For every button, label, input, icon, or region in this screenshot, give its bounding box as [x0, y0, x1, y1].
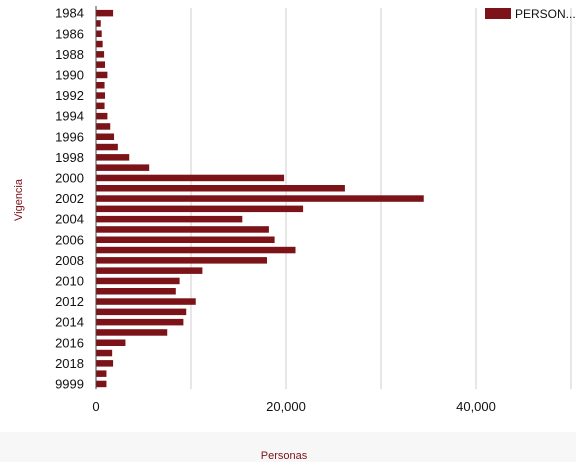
- y-tick-2004: 2004: [55, 212, 84, 227]
- bar-2013[interactable]: [96, 308, 187, 316]
- y-tick-1992: 1992: [55, 88, 84, 103]
- y-tick-2018: 2018: [55, 356, 84, 371]
- bar-1999[interactable]: [96, 164, 150, 171]
- bar-2016[interactable]: [96, 339, 126, 347]
- bar-1988[interactable]: [96, 51, 105, 58]
- y-tick-1986: 1986: [55, 26, 84, 41]
- bar-1987[interactable]: [96, 40, 103, 48]
- y-tick-1994: 1994: [55, 109, 84, 124]
- bar-2014[interactable]: [96, 318, 184, 326]
- bar-1994[interactable]: [96, 112, 108, 120]
- bar-1984[interactable]: [96, 9, 114, 17]
- bar-1996[interactable]: [96, 133, 115, 141]
- bar-2010[interactable]: [96, 277, 180, 285]
- y-tick-2016: 2016: [55, 335, 84, 350]
- bars: [96, 9, 424, 388]
- bar-2009[interactable]: [96, 267, 203, 274]
- bar-2003[interactable]: [96, 205, 304, 213]
- y-tick-2012: 2012: [55, 294, 84, 309]
- bar-1985[interactable]: [96, 20, 101, 27]
- bar-1990[interactable]: [96, 71, 108, 79]
- bar-1989[interactable]: [96, 61, 106, 68]
- bar-2006[interactable]: [96, 236, 275, 244]
- y-axis-title: Vigencia: [13, 178, 25, 221]
- bar-2007[interactable]: [96, 246, 296, 254]
- legend-label: PERSON...: [515, 7, 576, 21]
- x-tick-2: 40,000: [456, 399, 496, 414]
- y-tick-1984: 1984: [55, 6, 84, 21]
- bar-1997[interactable]: [96, 143, 118, 151]
- legend-swatch: [485, 8, 511, 19]
- x-tick-1: 20,000: [266, 399, 306, 414]
- x-tick-0: 0: [92, 399, 99, 414]
- bar-2018[interactable]: [96, 360, 114, 367]
- bar-2002[interactable]: [96, 195, 424, 202]
- y-tick-1996: 1996: [55, 129, 84, 144]
- bar-1995[interactable]: [96, 123, 111, 130]
- y-tick-2000: 2000: [55, 170, 84, 185]
- bar-2001[interactable]: [96, 185, 345, 192]
- bar-9999[interactable]: [96, 380, 107, 388]
- y-tick-1998: 1998: [55, 150, 84, 165]
- y-tick-2008: 2008: [55, 253, 84, 268]
- x-tick-labels: 0 20,000 40,000: [92, 399, 496, 414]
- bar-2000[interactable]: [96, 174, 285, 182]
- bar-2019[interactable]: [96, 370, 107, 377]
- y-tick-2010: 2010: [55, 273, 84, 288]
- y-tick-2002: 2002: [55, 191, 84, 206]
- x-axis-title: Personas: [261, 450, 308, 462]
- bar-2017[interactable]: [96, 349, 113, 357]
- bar-1992[interactable]: [96, 92, 106, 99]
- bar-1993[interactable]: [96, 102, 105, 110]
- legend[interactable]: PERSON...: [485, 7, 576, 21]
- bar-2005[interactable]: [96, 226, 269, 233]
- bar-2004[interactable]: [96, 215, 243, 223]
- bar-1986[interactable]: [96, 30, 102, 38]
- y-tick-1988: 1988: [55, 47, 84, 62]
- bar-2011[interactable]: [96, 288, 176, 295]
- bar-2008[interactable]: [96, 257, 267, 264]
- y-tick-2006: 2006: [55, 232, 84, 247]
- footer-band: [0, 432, 576, 462]
- y-tick-2014: 2014: [55, 315, 84, 330]
- y-tick-labels: 1984 1986 1988 1990 1992 1994 1996 1998 2000 2002…: [55, 6, 84, 392]
- bar-2015[interactable]: [96, 329, 168, 336]
- bar-2012[interactable]: [96, 298, 196, 305]
- y-tick-9999: 9999: [55, 376, 84, 391]
- y-tick-1990: 1990: [55, 67, 84, 82]
- bar-1998[interactable]: [96, 154, 130, 161]
- bar-1991[interactable]: [96, 82, 105, 89]
